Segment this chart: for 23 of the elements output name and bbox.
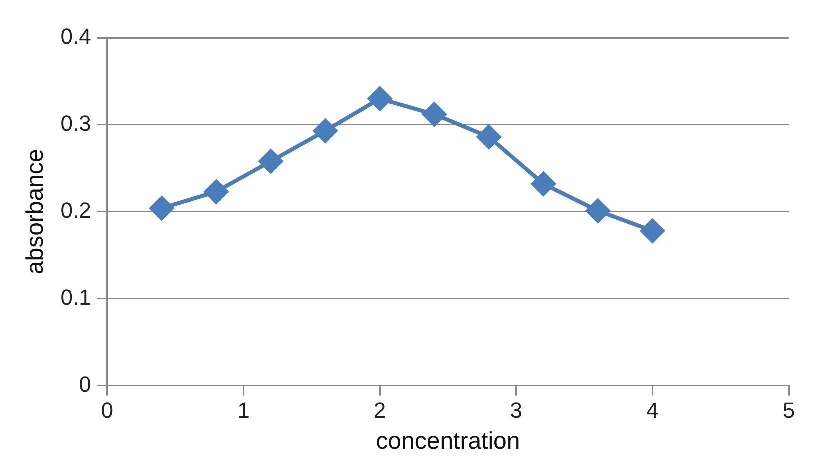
y-axis-title: absorbance	[22, 149, 50, 275]
x-tick-label: 2	[374, 398, 386, 424]
x-tick-label: 1	[238, 398, 250, 424]
x-tick-label: 4	[646, 398, 659, 424]
y-tick-label: 0.4	[60, 24, 92, 50]
point	[422, 102, 447, 127]
point	[204, 180, 228, 204]
y-tick-label: 0.3	[60, 111, 92, 136]
point	[477, 125, 502, 150]
point	[640, 219, 665, 244]
y-tick-label: 0.2	[60, 198, 92, 223]
x-tick-label: 0	[101, 398, 114, 424]
point	[532, 172, 556, 196]
point	[368, 86, 392, 111]
point	[258, 149, 283, 174]
y-tick-label: 0.1	[60, 284, 92, 310]
x-tick-label: 3	[510, 398, 522, 424]
x-tick-label: 5	[782, 398, 796, 424]
x-axis-title: concentration	[376, 428, 520, 456]
point	[150, 196, 174, 220]
y-tick-label: 0	[79, 372, 92, 397]
point	[314, 119, 338, 144]
point	[586, 199, 610, 224]
